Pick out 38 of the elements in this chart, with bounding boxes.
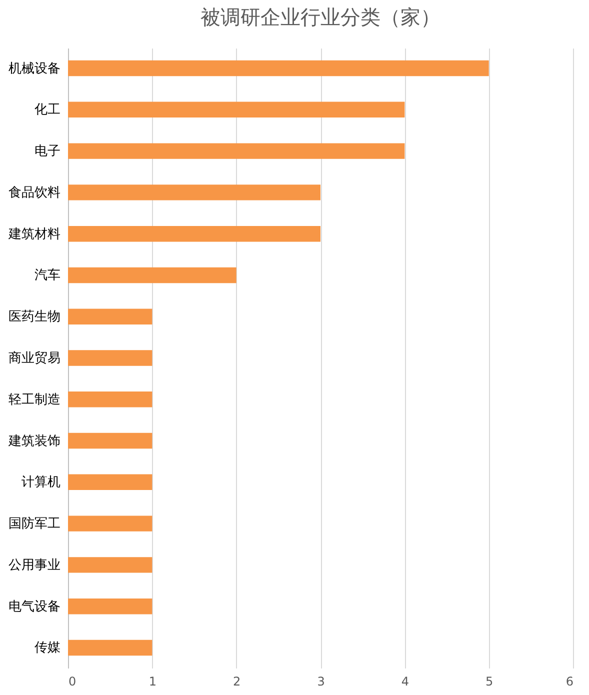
x-tick-label: 5 (486, 674, 494, 688)
y-tick-label: 汽车 (34, 268, 60, 284)
y-tick-label: 医药生物 (8, 310, 60, 325)
bar (68, 184, 320, 200)
bar (68, 557, 152, 573)
y-tick-label: 化工 (34, 102, 60, 118)
y-tick-label: 建筑装饰 (8, 434, 60, 449)
y-tick-label: 传媒 (34, 640, 60, 656)
x-tick-label: 6 (566, 674, 574, 688)
x-tick-label: 3 (317, 674, 325, 688)
bar (68, 143, 405, 159)
y-tick-label: 建筑材料 (8, 226, 60, 242)
bar (68, 516, 152, 532)
bar (68, 392, 152, 408)
chart-title: 被调研企业行业分类（家） (200, 5, 440, 29)
y-tick-label: 食品饮料 (8, 185, 60, 200)
y-tick-label: 国防军工 (8, 516, 60, 532)
bar (68, 60, 489, 76)
y-tick-label: 轻工制造 (8, 392, 60, 408)
bar (68, 102, 405, 118)
bar (68, 640, 152, 656)
y-tick-label: 计算机 (22, 475, 60, 490)
bar (68, 350, 152, 366)
x-tick-label: 1 (148, 674, 156, 688)
y-tick-label: 电气设备 (8, 599, 60, 614)
x-tick-label: 0 (68, 674, 76, 688)
y-tick-label: 商业贸易 (8, 351, 60, 366)
bar (68, 474, 152, 490)
y-tick-label: 电子 (34, 144, 60, 160)
y-tick-label: 公用事业 (8, 558, 60, 573)
y-tick-label: 机械设备 (8, 61, 60, 76)
bar (68, 432, 152, 449)
bar (68, 267, 236, 284)
bar (68, 598, 152, 614)
x-tick-label: 2 (233, 674, 241, 688)
bar (68, 308, 152, 324)
bar (68, 226, 320, 242)
x-tick-label: 4 (401, 674, 409, 688)
